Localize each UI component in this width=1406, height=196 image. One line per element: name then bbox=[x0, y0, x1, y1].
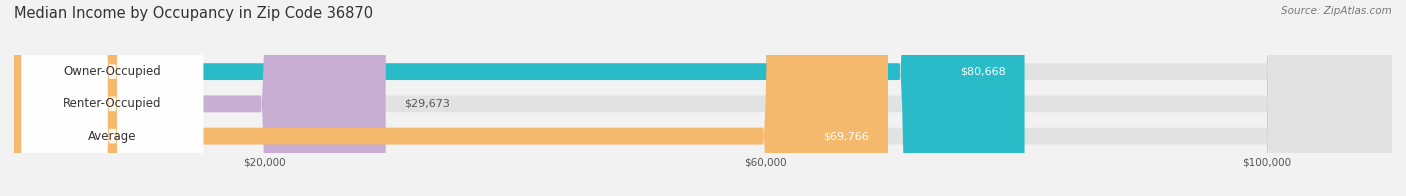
FancyBboxPatch shape bbox=[14, 0, 1392, 196]
Text: Median Income by Occupancy in Zip Code 36870: Median Income by Occupancy in Zip Code 3… bbox=[14, 6, 373, 21]
FancyBboxPatch shape bbox=[21, 0, 204, 196]
Text: Source: ZipAtlas.com: Source: ZipAtlas.com bbox=[1281, 6, 1392, 16]
Text: Renter-Occupied: Renter-Occupied bbox=[63, 97, 162, 110]
Text: $80,668: $80,668 bbox=[960, 67, 1005, 77]
FancyBboxPatch shape bbox=[14, 0, 1392, 196]
Text: $69,766: $69,766 bbox=[824, 131, 869, 141]
FancyBboxPatch shape bbox=[14, 0, 385, 196]
FancyBboxPatch shape bbox=[21, 0, 204, 196]
Text: Average: Average bbox=[89, 130, 136, 143]
FancyBboxPatch shape bbox=[14, 0, 1025, 196]
Text: $29,673: $29,673 bbox=[405, 99, 450, 109]
FancyBboxPatch shape bbox=[14, 0, 889, 196]
FancyBboxPatch shape bbox=[14, 0, 1392, 196]
Text: Owner-Occupied: Owner-Occupied bbox=[63, 65, 162, 78]
FancyBboxPatch shape bbox=[21, 0, 204, 196]
